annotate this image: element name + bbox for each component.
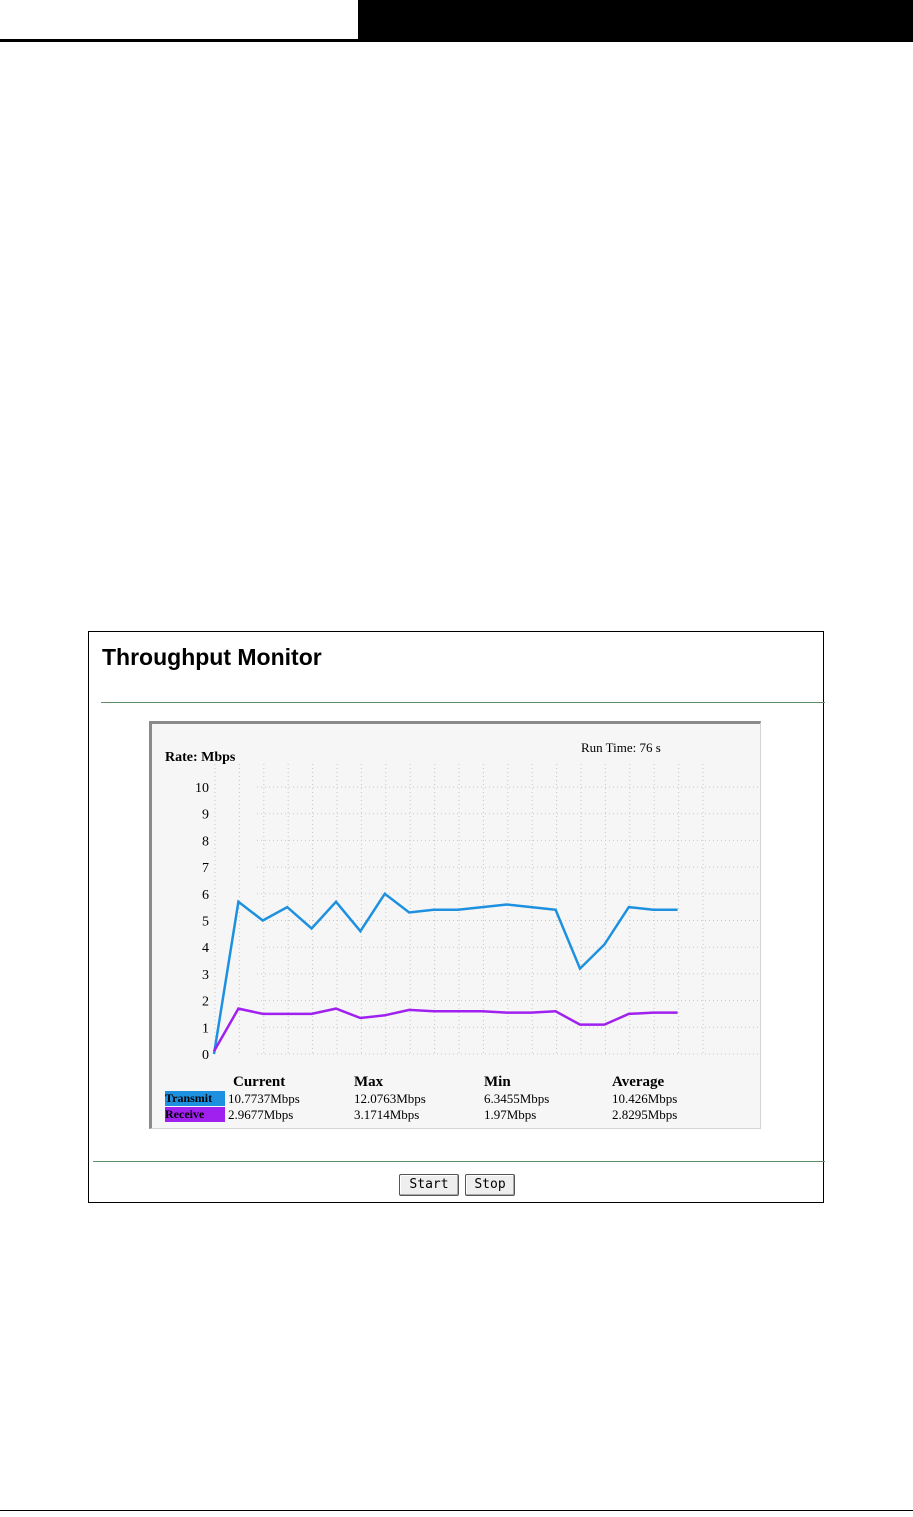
run-time-readout: Run Time: 76 s xyxy=(581,740,661,755)
y-tick-label: 2 xyxy=(202,995,209,1010)
transmit-min: 6.3455Mbps xyxy=(484,1091,550,1106)
throughput-chart: Rate: Mbps Run Time: 76 s 0 1 2 3 4 5 6 7 8 9 10 xyxy=(165,740,760,1063)
throughput-monitor-panel: Throughput Monitor Rate: Mbps Run Time: … xyxy=(88,631,825,1203)
y-tick-label: 5 xyxy=(202,915,209,930)
y-tick-label: 7 xyxy=(202,861,209,876)
y-tick-label: 4 xyxy=(202,941,209,956)
receive-min: 1.97Mbps xyxy=(484,1107,537,1122)
y-tick-label: 3 xyxy=(202,968,209,983)
title-divider xyxy=(101,702,825,703)
document-header-rule xyxy=(0,39,913,42)
throughput-chart-panel: Rate: Mbps Run Time: 76 s 0 1 2 3 4 5 6 7 8 9 10 C… xyxy=(149,721,761,1129)
y-tick-label: 10 xyxy=(195,781,209,796)
transmit-legend-label: Transmit xyxy=(165,1091,225,1106)
rate-label: Rate: Mbps xyxy=(165,750,236,765)
stop-button[interactable]: Stop xyxy=(465,1174,515,1196)
receive-average: 2.8295Mbps xyxy=(612,1107,678,1122)
y-tick-label: 9 xyxy=(202,808,209,823)
receive-legend-label: Receive xyxy=(165,1107,225,1122)
start-button[interactable]: Start xyxy=(399,1174,459,1196)
transmit-max: 12.0763Mbps xyxy=(354,1091,426,1106)
y-tick-label: 0 xyxy=(202,1048,209,1063)
page-title: Throughput Monitor xyxy=(102,644,322,670)
chart-lines xyxy=(212,891,678,1055)
receive-max: 3.1714Mbps xyxy=(354,1107,420,1122)
stats-header-min: Min xyxy=(484,1074,511,1090)
y-tick-label: 1 xyxy=(202,1021,209,1036)
y-tick-label: 8 xyxy=(202,834,209,849)
transmit-average: 10.426Mbps xyxy=(612,1091,678,1106)
document-header-bar xyxy=(358,0,913,41)
stats-header-average: Average xyxy=(612,1074,665,1090)
document-footer-rule xyxy=(0,1510,913,1511)
stats-header-current: Current xyxy=(233,1074,286,1090)
button-divider xyxy=(93,1161,825,1162)
stats-header-max: Max xyxy=(354,1074,384,1090)
y-tick-label: 6 xyxy=(202,888,209,903)
y-axis-ticks: 0 1 2 3 4 5 6 7 8 9 10 xyxy=(195,781,209,1063)
receive-current: 2.9677Mbps xyxy=(228,1107,294,1122)
transmit-current: 10.7737Mbps xyxy=(228,1091,300,1106)
series-line-receive xyxy=(212,1007,678,1052)
series-line-transmit xyxy=(212,891,678,1055)
